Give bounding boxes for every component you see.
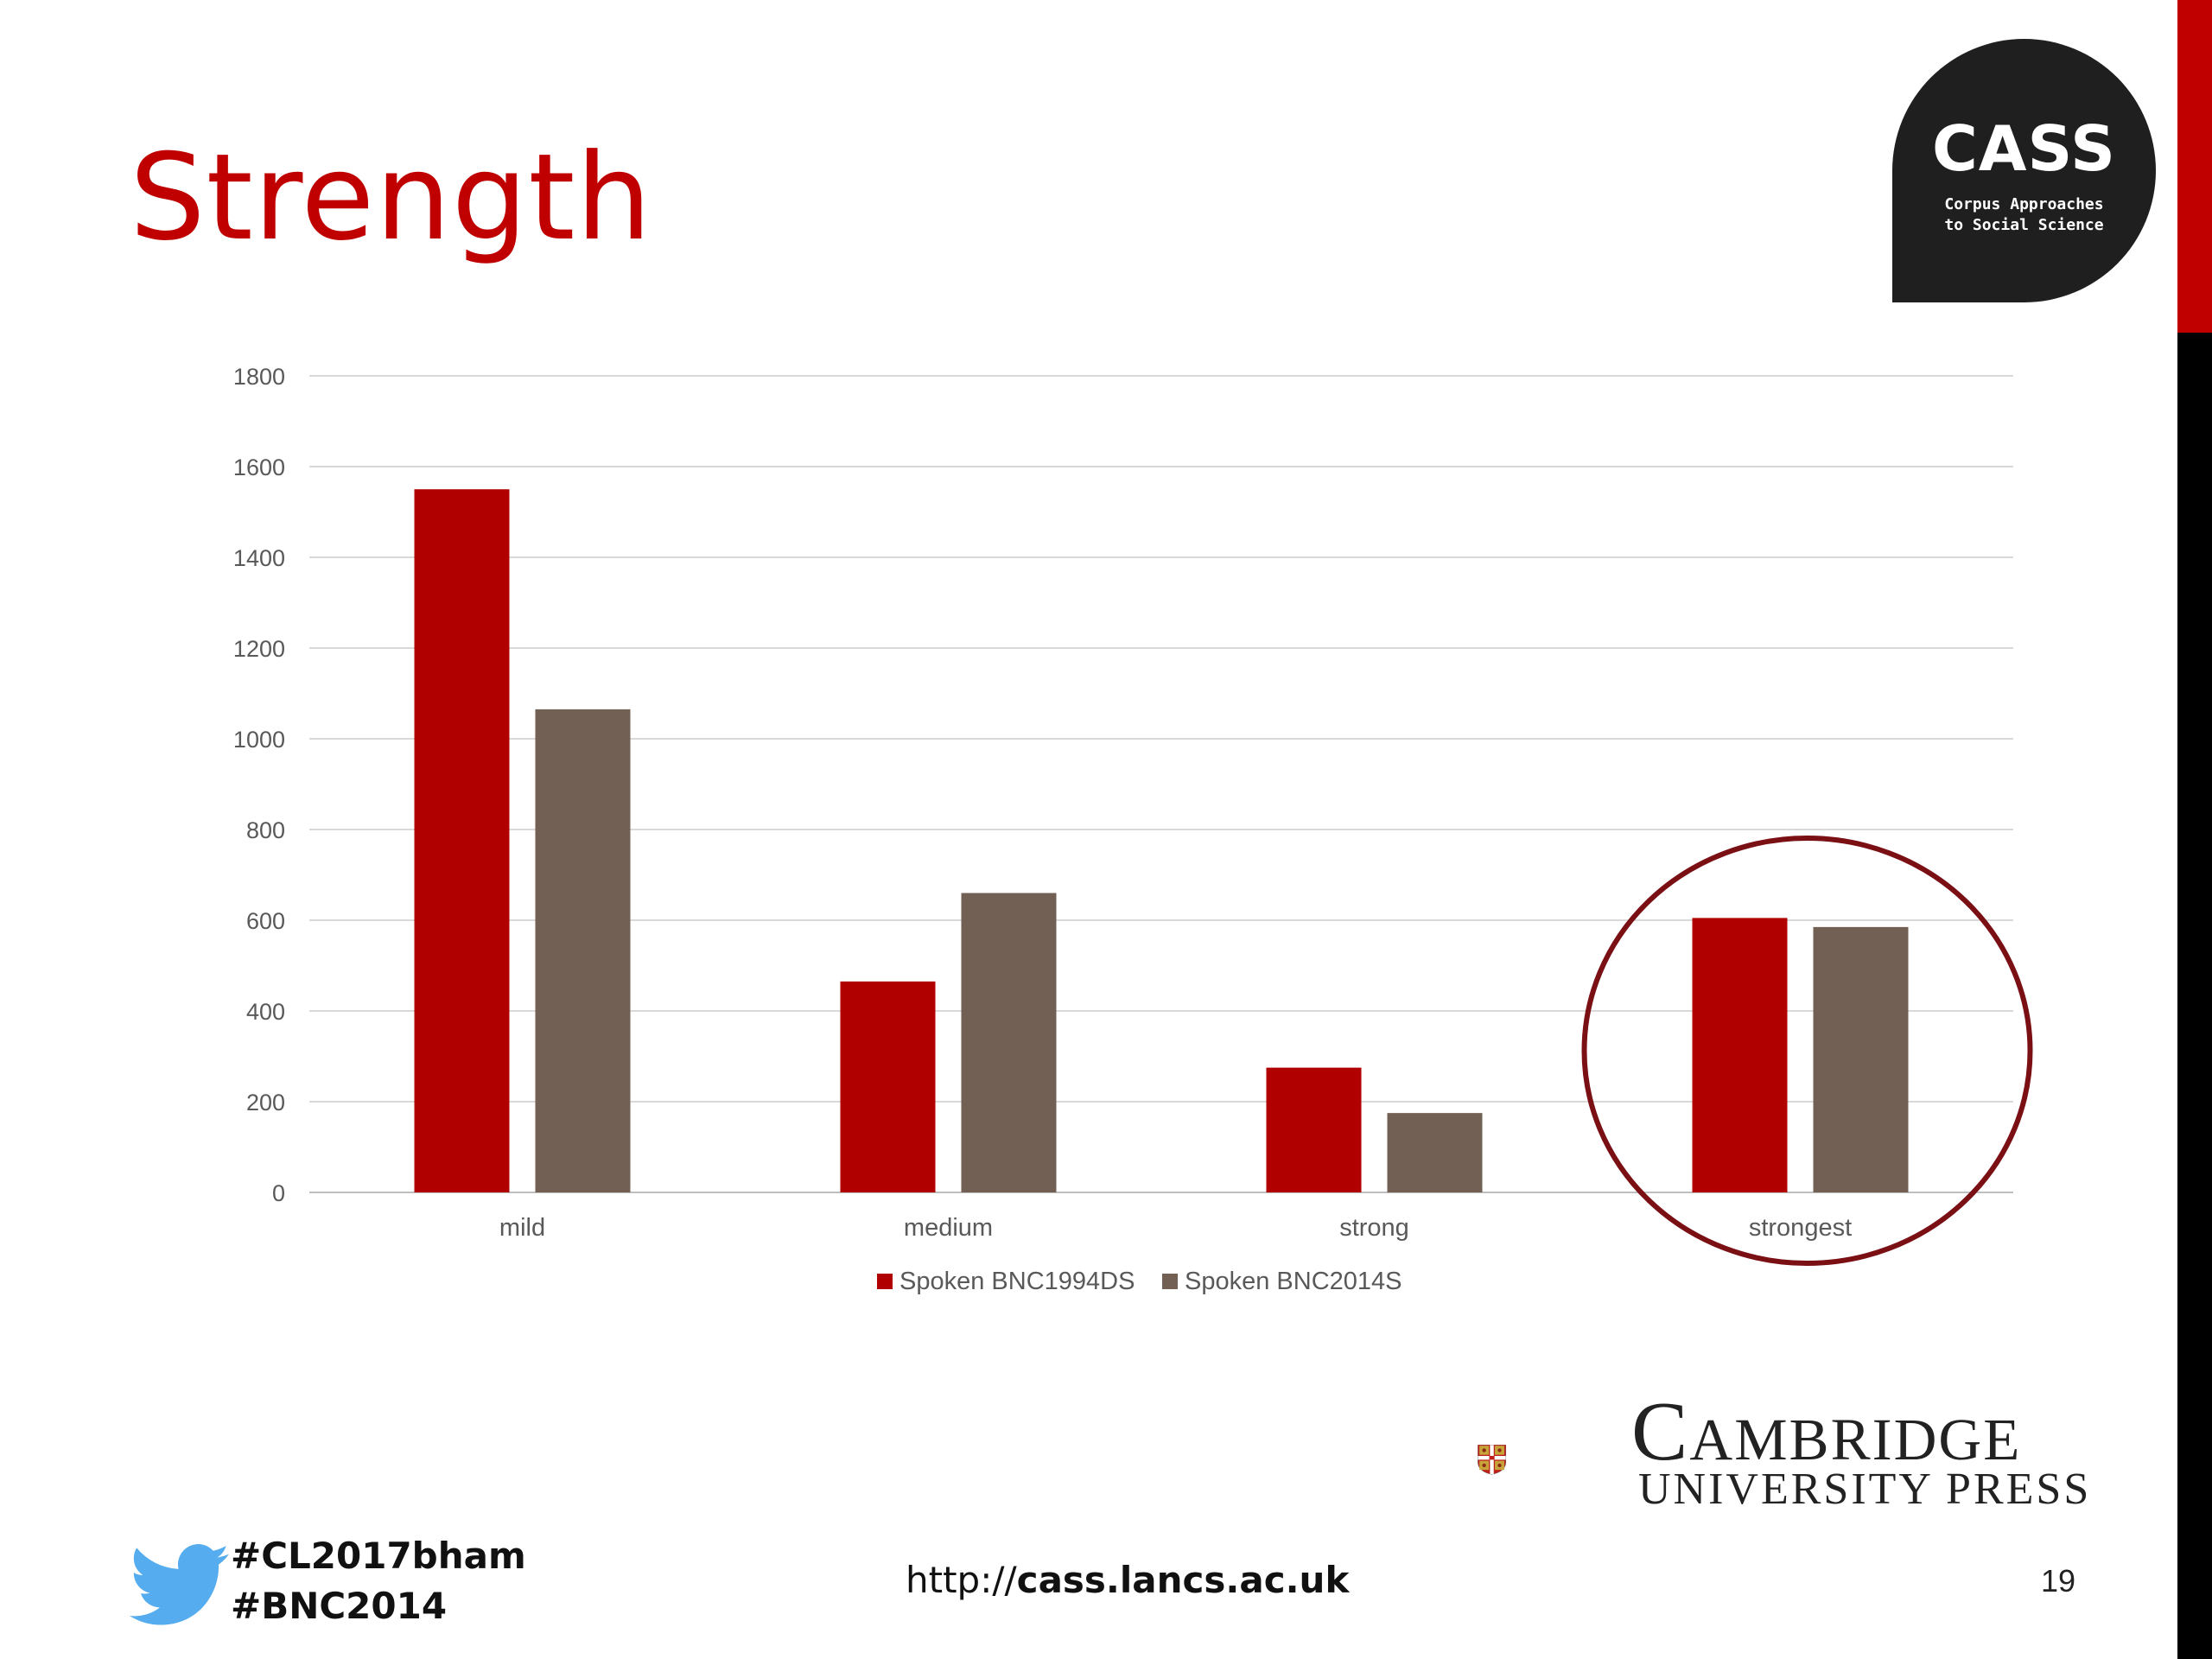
- twitter-bird-icon: [130, 1544, 229, 1625]
- bar-mild-series-0: [414, 489, 510, 1192]
- y-tick-label: 200: [246, 1090, 285, 1116]
- bar-chart: 0 200 400 600 800 1000 1200 1400 1600 1800 mild me…: [233, 364, 2033, 1295]
- footer-url-domain: cass.lancs.ac.uk: [1016, 1559, 1350, 1601]
- cambridge-shield-icon: [1478, 1445, 1506, 1475]
- y-tick-label: 1400: [233, 545, 285, 571]
- chart-bars: [414, 489, 1909, 1192]
- page-number: 19: [2041, 1563, 2076, 1599]
- highlight-circle: [1581, 836, 2033, 1266]
- bar-strongest-series-1: [1813, 926, 1909, 1192]
- legend-label: Spoken BNC1994DS: [899, 1268, 1135, 1295]
- cass-logo-name: CASS: [1931, 112, 2117, 185]
- chart-legend: Spoken BNC1994DS Spoken BNC2014S: [877, 1268, 1402, 1295]
- y-tick-label: 0: [272, 1180, 285, 1206]
- cass-logo-subtitle: Corpus Approaches to Social Science: [1892, 194, 2156, 236]
- y-tick-label: 600: [246, 908, 285, 934]
- hashtag-conference: #CL2017bham: [231, 1535, 526, 1577]
- chart-y-tick-labels: 0 200 400 600 800 1000 1200 1400 1600 1800: [233, 364, 285, 1206]
- hashtag-corpus: #BNC2014: [231, 1585, 448, 1627]
- publisher-subtitle: UNIVERSITY PRESS: [1638, 1465, 2092, 1514]
- side-accent-bar-black: [2177, 333, 2212, 1659]
- chart-highlight: [1581, 836, 2033, 1266]
- y-tick-label: 1800: [233, 364, 285, 390]
- bar-medium-series-0: [840, 981, 936, 1192]
- footer-url-prefix: http://: [906, 1559, 1017, 1601]
- bar-strong-series-1: [1387, 1113, 1483, 1192]
- slide-title: Strength: [130, 128, 652, 267]
- side-accent-bar-red: [2177, 0, 2212, 333]
- cass-logo: CASS Corpus Approaches to Social Science: [1892, 39, 2156, 302]
- footer-url[interactable]: http://cass.lancs.ac.uk: [906, 1562, 1349, 1599]
- legend-swatch: [1162, 1274, 1178, 1289]
- cass-logo-subtitle-line1: Corpus Approaches: [1944, 195, 2104, 213]
- x-tick-label: medium: [904, 1214, 993, 1242]
- y-tick-label: 800: [246, 817, 285, 843]
- y-tick-label: 1000: [233, 727, 285, 753]
- bar-strongest-series-0: [1692, 918, 1788, 1192]
- chart-x-tick-labels: mild medium strong strongest: [499, 1214, 1852, 1242]
- x-tick-label: mild: [499, 1214, 545, 1242]
- legend-swatch: [877, 1274, 893, 1289]
- x-tick-label: strong: [1339, 1214, 1409, 1242]
- legend-label: Spoken BNC2014S: [1185, 1268, 1402, 1295]
- y-tick-label: 1200: [233, 636, 285, 662]
- bar-medium-series-1: [961, 893, 1057, 1192]
- x-tick-label: strongest: [1749, 1214, 1852, 1242]
- cass-logo-subtitle-line2: to Social Science: [1944, 216, 2104, 234]
- publisher-name: Cambridge: [1631, 1385, 2022, 1478]
- y-tick-label: 400: [246, 999, 285, 1025]
- bar-mild-series-1: [535, 709, 631, 1192]
- y-tick-label: 1600: [233, 454, 285, 480]
- bar-strong-series-0: [1266, 1067, 1362, 1192]
